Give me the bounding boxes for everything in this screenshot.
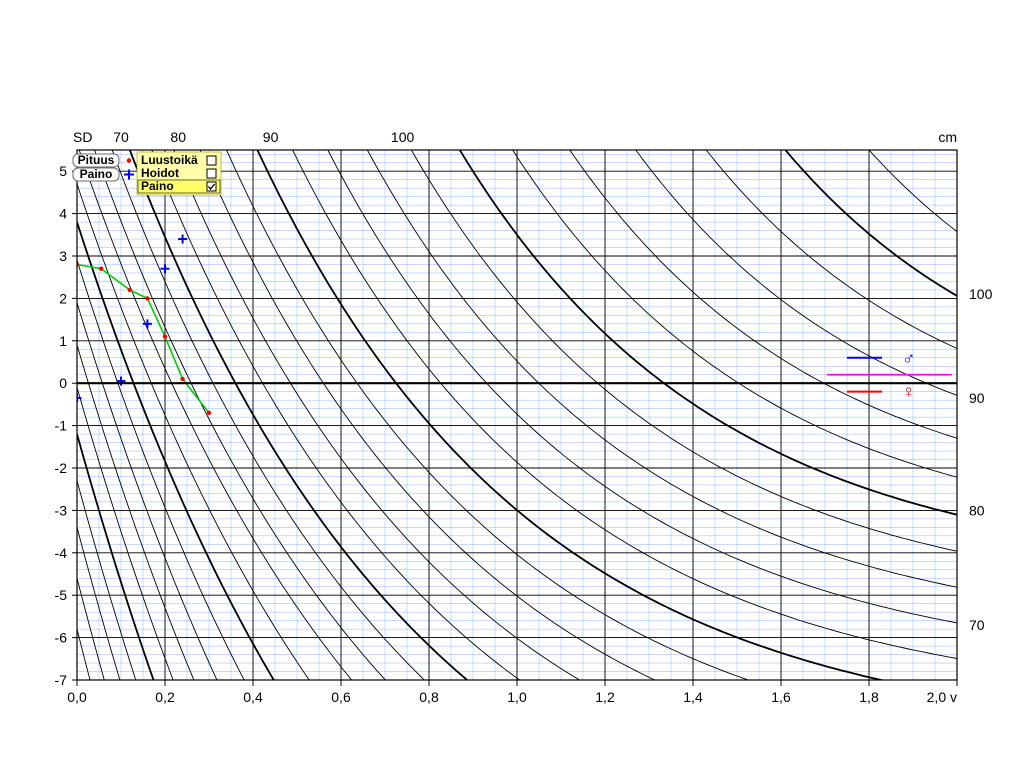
- svg-text:2,0 v: 2,0 v: [927, 689, 957, 705]
- svg-text:0,2: 0,2: [155, 689, 175, 705]
- checkbox-icon: [207, 182, 216, 191]
- legend-check-paino[interactable]: Paino: [138, 179, 220, 193]
- svg-text:cm: cm: [938, 129, 957, 145]
- checkbox-icon: [207, 156, 216, 165]
- svg-text:2: 2: [59, 290, 67, 306]
- svg-text:100: 100: [391, 129, 415, 145]
- svg-text:1: 1: [59, 333, 67, 349]
- svg-text:0,8: 0,8: [419, 689, 439, 705]
- pituus-point: [145, 296, 149, 300]
- svg-text:1,6: 1,6: [771, 689, 791, 705]
- pituus-point: [207, 411, 211, 415]
- svg-text:Hoidot: Hoidot: [141, 166, 179, 180]
- svg-text:4: 4: [59, 206, 67, 222]
- svg-text:100: 100: [969, 286, 993, 302]
- female-symbol-icon: ♀: [902, 382, 916, 402]
- svg-text:-6: -6: [55, 630, 68, 646]
- svg-text:Paino: Paino: [80, 167, 113, 181]
- legend-button-paino[interactable]: Paino: [73, 167, 119, 181]
- svg-text:3: 3: [59, 248, 67, 264]
- svg-text:Luustoikä: Luustoikä: [141, 153, 198, 167]
- svg-text:-5: -5: [55, 587, 68, 603]
- svg-text:1,4: 1,4: [683, 689, 703, 705]
- svg-text:1,0: 1,0: [507, 689, 527, 705]
- svg-text:1,2: 1,2: [595, 689, 615, 705]
- growth-chart: 0,0 0,2 0,4 0,6 0,8 1,0 1,2 1,4 1,6 1,8 2,0 v -7 -6 -…: [0, 0, 1024, 768]
- pituus-point: [128, 288, 132, 292]
- svg-text:-2: -2: [55, 460, 68, 476]
- svg-text:0,6: 0,6: [331, 689, 351, 705]
- svg-text:-1: -1: [55, 418, 68, 434]
- chart-svg: 0,0 0,2 0,4 0,6 0,8 1,0 1,2 1,4 1,6 1,8 2,0 v -7 -6 -…: [0, 0, 1024, 768]
- male-symbol-icon: ♂: [902, 348, 916, 368]
- svg-text:-7: -7: [55, 672, 68, 688]
- svg-text:Pituus: Pituus: [78, 153, 115, 167]
- svg-text:Paino: Paino: [141, 179, 174, 193]
- pituus-point: [180, 377, 184, 381]
- svg-text:0,4: 0,4: [243, 689, 263, 705]
- svg-text:5: 5: [59, 163, 67, 179]
- svg-text:90: 90: [263, 129, 279, 145]
- svg-text:-3: -3: [55, 502, 68, 518]
- checkbox-icon: [207, 169, 216, 178]
- svg-text:0,0: 0,0: [67, 689, 87, 705]
- pituus-point: [99, 267, 103, 271]
- svg-text:70: 70: [113, 129, 129, 145]
- svg-text:80: 80: [969, 502, 985, 518]
- legend-button-pituus[interactable]: Pituus: [73, 153, 119, 167]
- pituus-point: [163, 334, 167, 338]
- svg-text:-4: -4: [55, 545, 68, 561]
- svg-text:90: 90: [969, 390, 985, 406]
- svg-text:0: 0: [59, 375, 67, 391]
- svg-text:1,8: 1,8: [859, 689, 879, 705]
- svg-text:80: 80: [170, 129, 186, 145]
- svg-text:SD: SD: [73, 129, 92, 145]
- svg-text:70: 70: [969, 617, 985, 633]
